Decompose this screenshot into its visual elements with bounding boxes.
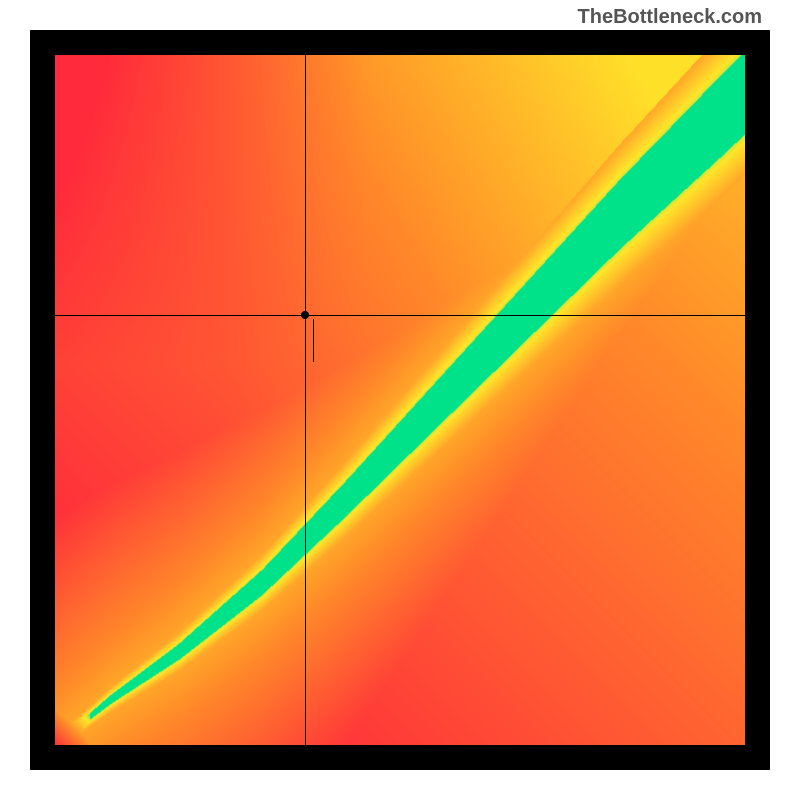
crosshair-horizontal — [55, 315, 745, 316]
watermark-text: TheBottleneck.com — [578, 6, 762, 29]
heatmap-canvas — [55, 55, 745, 745]
root: TheBottleneck.com — [0, 0, 800, 800]
plot-frame — [30, 30, 770, 770]
crosshair-vertical — [305, 55, 306, 745]
marker-tick — [313, 319, 314, 362]
marker-dot — [301, 311, 309, 319]
